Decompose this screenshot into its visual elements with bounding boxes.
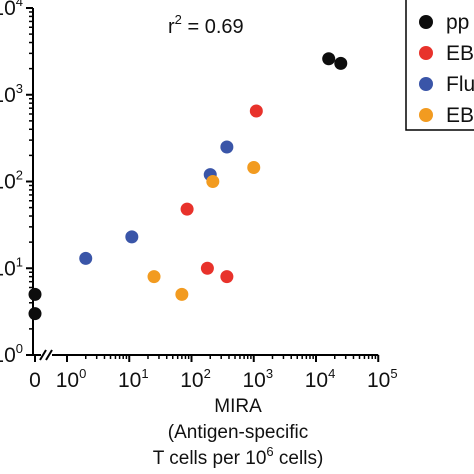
data-point bbox=[147, 270, 161, 284]
legend-marker bbox=[419, 77, 433, 91]
data-point bbox=[79, 251, 93, 265]
data-point bbox=[249, 104, 263, 118]
x-tick-label: 104 bbox=[305, 366, 336, 392]
data-point bbox=[322, 52, 336, 66]
data-point bbox=[247, 161, 261, 175]
axis-break-mark bbox=[39, 349, 47, 361]
data-point bbox=[200, 261, 214, 275]
axis-break-mark bbox=[45, 349, 53, 361]
y-tick-label: 103 bbox=[0, 81, 23, 107]
data-point bbox=[334, 56, 348, 70]
r-squared-label: r2 = 0.69 bbox=[168, 12, 244, 38]
data-point bbox=[206, 175, 220, 188]
legend-marker bbox=[419, 15, 433, 29]
x-tick-label: 100 bbox=[56, 366, 87, 392]
data-point bbox=[28, 287, 42, 301]
legend-label: EB bbox=[446, 104, 474, 127]
data-point bbox=[28, 307, 42, 321]
x-axis-title-line: MIRA bbox=[214, 396, 262, 417]
data-points bbox=[28, 52, 348, 321]
data-point bbox=[220, 270, 234, 284]
y-tick-label: 100 bbox=[0, 341, 23, 367]
legend-marker bbox=[419, 46, 433, 60]
x-tick-label: 102 bbox=[180, 366, 211, 392]
y-tick-label: 101 bbox=[0, 254, 23, 280]
data-point bbox=[220, 140, 234, 154]
y-tick-label: 102 bbox=[0, 168, 23, 194]
x-axis-title-line: (Antigen-specific bbox=[168, 422, 308, 443]
x-tick-label: 103 bbox=[242, 366, 273, 392]
legend-marker bbox=[419, 108, 433, 122]
legend: pp EB Flu EB bbox=[405, 0, 474, 131]
x-axis-title-line: T cells per 106 cells) bbox=[153, 444, 324, 469]
data-point bbox=[175, 287, 189, 301]
data-point bbox=[125, 230, 139, 244]
legend-box bbox=[405, 0, 474, 131]
tick-labels: 100 101 102 103 104 0 100 101 102 103 104 105 bbox=[0, 0, 398, 392]
data-point bbox=[180, 202, 194, 216]
x-tick-label: 101 bbox=[118, 366, 149, 392]
y-tick-label: 104 bbox=[0, 0, 23, 20]
x-tick-label: 105 bbox=[367, 366, 398, 392]
legend-label: pp bbox=[446, 11, 469, 34]
legend-label: Flu bbox=[446, 73, 474, 96]
x-tick-label: 0 bbox=[29, 369, 41, 392]
legend-label: EB bbox=[446, 42, 474, 65]
